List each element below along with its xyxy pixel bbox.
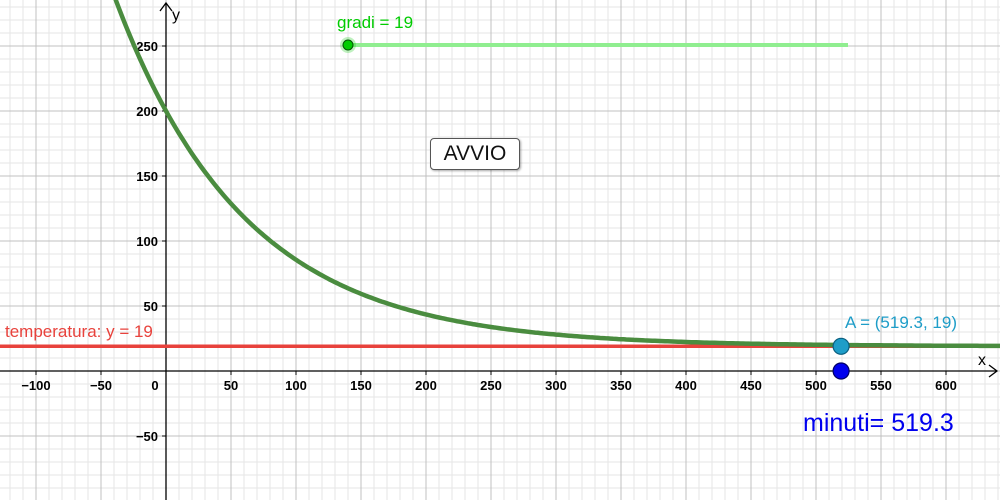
x-tick-label: 200 (415, 378, 437, 393)
x-tick-label: 100 (285, 378, 307, 393)
y-tick-label: 250 (136, 39, 158, 54)
x-axis-label: x (978, 352, 986, 369)
x-tick-label: 300 (545, 378, 567, 393)
y-tick-label: 100 (136, 234, 158, 249)
gradi-slider[interactable] (340, 37, 848, 53)
x-tick-label: 550 (870, 378, 892, 393)
y-axis-label: y (172, 7, 180, 24)
y-tick-label: 200 (136, 104, 158, 119)
minuti-point[interactable] (832, 362, 850, 380)
gradi-slider-label: gradi = 19 (337, 13, 413, 32)
x-tick-label: 0 (151, 378, 158, 393)
x-tick-label: 150 (350, 378, 372, 393)
y-tick-label: 50 (144, 299, 158, 314)
point-a-label: A = (519.3, 19) (845, 313, 957, 332)
y-tick-label: 150 (136, 169, 158, 184)
x-tick-label: 450 (740, 378, 762, 393)
y-tick-label: −50 (136, 429, 158, 444)
x-tick-label: 50 (224, 378, 238, 393)
minuti-text: minuti= 519.3 (803, 409, 954, 437)
x-tick-label: −50 (90, 378, 112, 393)
x-tick-labels: −100 −50 0 50 100 150 200 250 300 350 400 450 500 550… (21, 371, 957, 393)
x-tick-label: −100 (21, 378, 50, 393)
x-tick-label: 500 (805, 378, 827, 393)
x-tick-label: 400 (675, 378, 697, 393)
x-tick-label: 250 (480, 378, 502, 393)
y-tick-labels: −50 50 100 150 200 250 (136, 39, 166, 444)
x-tick-label: 350 (610, 378, 632, 393)
point-a[interactable] (832, 337, 850, 355)
temperature-line-label: temperatura: y = 19 (5, 322, 153, 341)
x-tick-label: 600 (935, 378, 957, 393)
cooling-curve[interactable] (36, 0, 1000, 349)
avvio-button[interactable]: AVVIO (430, 138, 520, 170)
